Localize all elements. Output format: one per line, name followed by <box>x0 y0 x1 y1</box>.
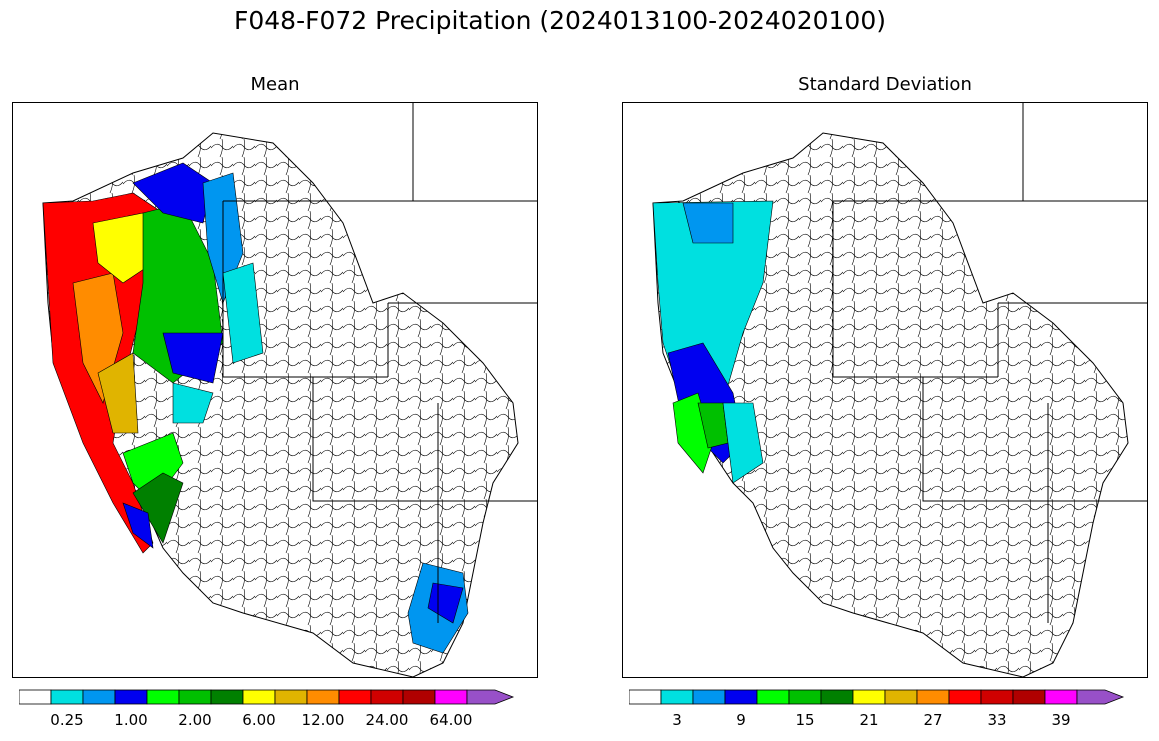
colorbar-tick-label: 33 <box>987 711 1007 729</box>
mean-colorbar <box>19 689 515 705</box>
colorbar-bin <box>724 689 758 705</box>
colorbar-tick-label: 6.00 <box>242 711 276 729</box>
colorbar-bin <box>852 689 886 705</box>
colorbar-bin <box>788 689 822 705</box>
colorbar-bin <box>692 689 726 705</box>
colorbar-bin <box>82 689 116 705</box>
colorbar-bin <box>756 689 790 705</box>
stddev-panel-title: Standard Deviation <box>798 74 972 95</box>
colorbar-bin <box>178 689 212 705</box>
colorbar-bin <box>402 689 436 705</box>
colorbar-bin <box>19 689 52 705</box>
stddev-map-svg <box>652 103 1147 677</box>
colorbar-bin <box>146 689 180 705</box>
mean-panel-title: Mean <box>250 74 300 95</box>
colorbar-tick-label: 21 <box>859 711 879 729</box>
colorbar-bin <box>820 689 854 705</box>
colorbar-tick-label: 27 <box>923 711 943 729</box>
colorbar-bin <box>274 689 308 705</box>
colorbar-bin <box>306 689 340 705</box>
colorbar-bin <box>370 689 404 705</box>
colorbar-bin <box>466 689 515 705</box>
colorbar-bin <box>210 689 244 705</box>
colorbar-tick-label: 3 <box>672 711 682 729</box>
figure-title: F048-F072 Precipitation (2024013100-2024… <box>233 6 886 35</box>
stddev-colorbar <box>629 689 1125 705</box>
colorbar-bin <box>980 689 1014 705</box>
colorbar-tick-label: 39 <box>1051 711 1071 729</box>
colorbar-bin <box>50 689 84 705</box>
colorbar-bin <box>434 689 468 705</box>
colorbar-bin <box>242 689 276 705</box>
colorbar-tick-label: 24.00 <box>365 711 409 729</box>
colorbar-tick-label: 0.25 <box>50 711 84 729</box>
colorbar-tick-label: 9 <box>736 711 746 729</box>
mean-map-svg <box>42 103 537 677</box>
mean-map <box>12 102 538 678</box>
colorbar-tick-label: 12.00 <box>301 711 345 729</box>
colorbar-tick-label: 1.00 <box>114 711 148 729</box>
colorbar-tick-label: 2.00 <box>178 711 212 729</box>
colorbar-bin <box>629 689 662 705</box>
colorbar-bin <box>948 689 982 705</box>
colorbar-bin <box>1076 689 1125 705</box>
colorbar-tick-label: 64.00 <box>429 711 473 729</box>
colorbar-tick-label: 15 <box>795 711 815 729</box>
colorbar-bin <box>1044 689 1078 705</box>
colorbar-bin <box>1012 689 1046 705</box>
stddev-map <box>622 102 1148 678</box>
colorbar-bin <box>884 689 918 705</box>
colorbar-bin <box>916 689 950 705</box>
colorbar-bin <box>114 689 148 705</box>
colorbar-bin <box>660 689 694 705</box>
colorbar-bin <box>338 689 372 705</box>
